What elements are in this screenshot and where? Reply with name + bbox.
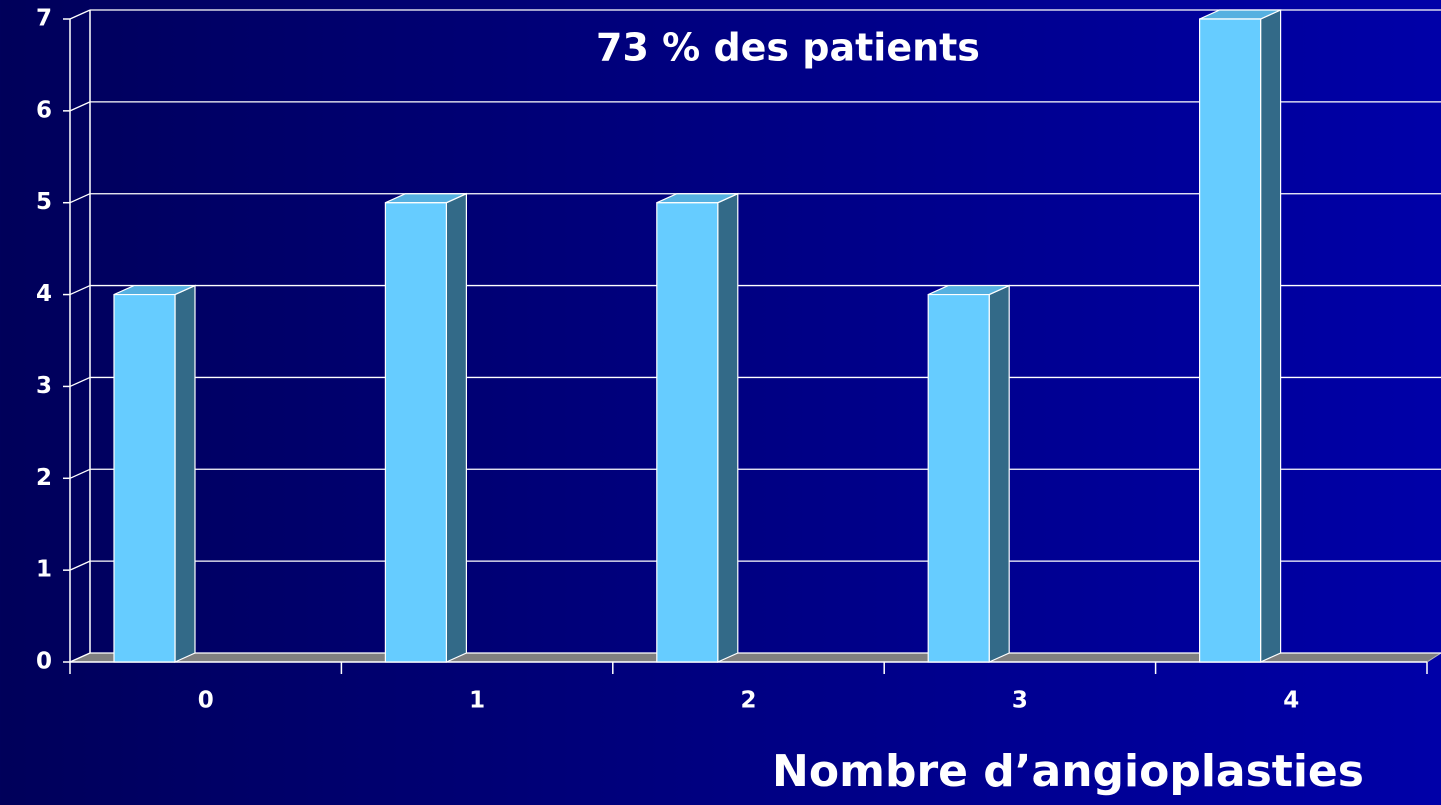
bar <box>384 192 467 663</box>
y-tick-label: 4 <box>36 281 52 307</box>
bar <box>656 192 739 663</box>
chart-title: 73 % des patients <box>596 26 980 70</box>
y-tick-label: 1 <box>36 557 52 583</box>
bar-front <box>113 293 176 663</box>
grid-line-side <box>69 101 91 112</box>
grid-line-side <box>69 468 91 479</box>
grid-line-side <box>69 376 91 388</box>
grid-line-side <box>69 652 91 663</box>
x-tick-label: 2 <box>740 688 756 714</box>
grid-line-side <box>69 193 91 204</box>
bar-side <box>174 284 196 663</box>
bar-front <box>927 293 990 663</box>
y-tick-label: 7 <box>36 6 52 32</box>
grid-line-side <box>69 9 91 20</box>
bar <box>1198 9 1282 663</box>
y-tick-label: 0 <box>36 649 52 675</box>
x-tick-label: 1 <box>469 688 485 714</box>
bar-front <box>656 202 719 663</box>
bar-front <box>1198 18 1262 663</box>
y-tick-label: 2 <box>36 465 52 491</box>
bar <box>927 284 1010 663</box>
x-axis-label: Nombre d’angioplasties <box>772 746 1364 797</box>
x-tick-label: 3 <box>1012 688 1028 714</box>
y-tick-label: 3 <box>36 373 52 399</box>
y-tick-label: 5 <box>36 189 52 215</box>
bar-side <box>1259 9 1282 663</box>
bar-side <box>988 284 1010 663</box>
x-tick-label: 4 <box>1283 688 1299 714</box>
bar-side <box>717 192 739 663</box>
bar <box>113 284 196 663</box>
y-tick-label: 6 <box>36 97 52 123</box>
x-tick-label: 0 <box>198 688 214 714</box>
grid-line-side <box>69 560 91 571</box>
grid-line-side <box>69 284 91 296</box>
bar-front <box>384 202 447 663</box>
bar-side <box>445 192 467 663</box>
